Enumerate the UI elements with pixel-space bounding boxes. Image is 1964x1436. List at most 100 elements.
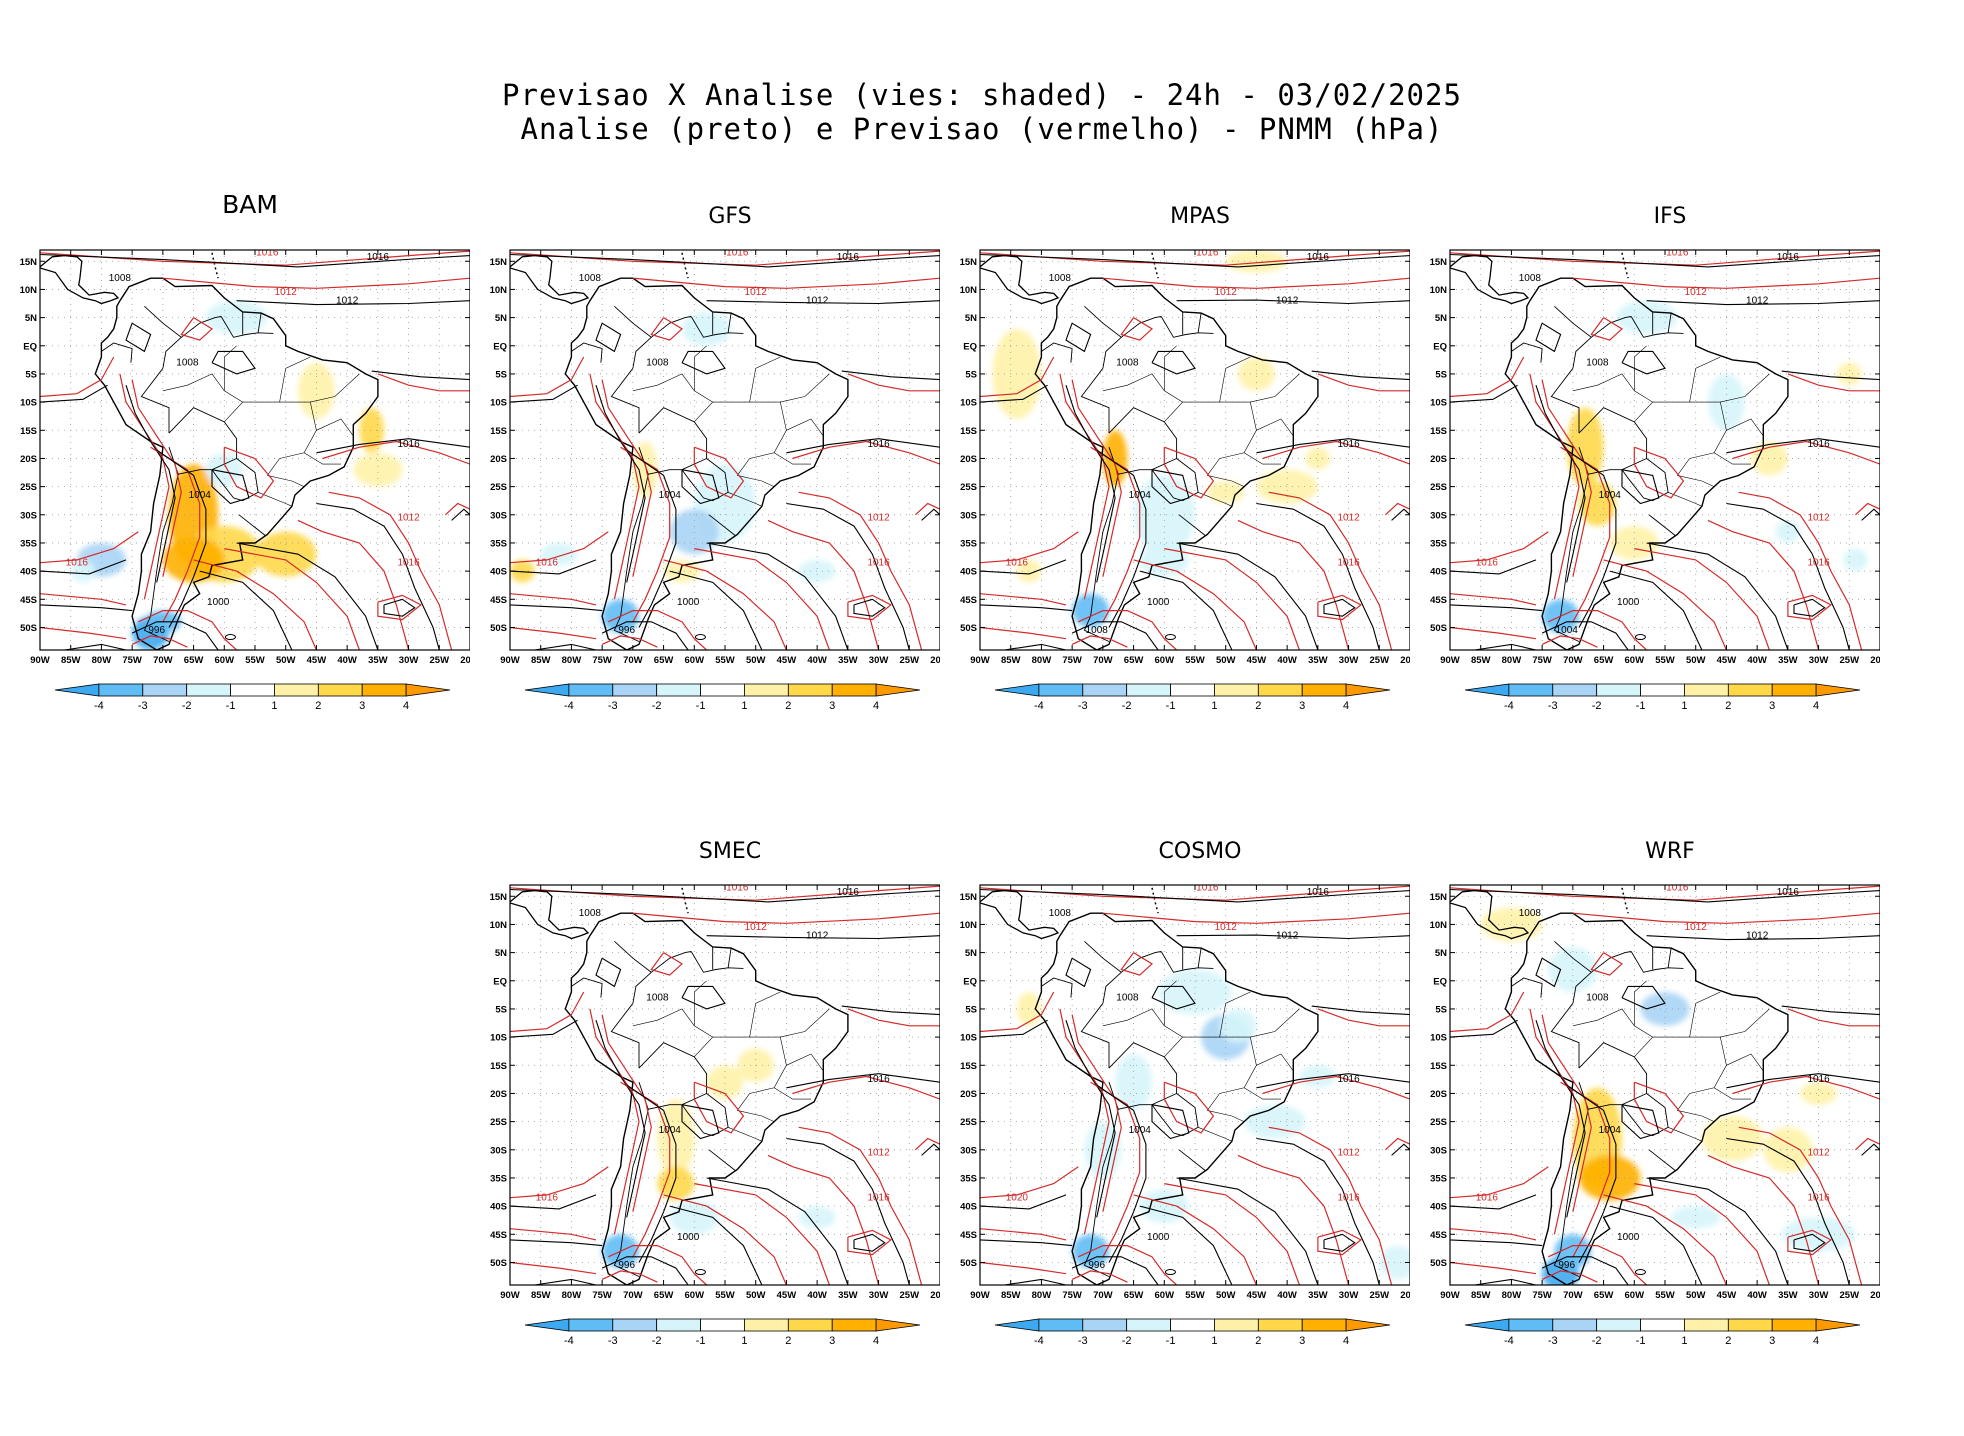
analysis-isobar: [510, 1019, 578, 1038]
analysis-isobar: [1096, 449, 1147, 628]
lat-label: 30S: [490, 1145, 507, 1156]
lon-label: 70W: [1093, 655, 1113, 666]
coastline-central-america: [980, 254, 1060, 305]
lon-label: 85W: [1471, 1290, 1491, 1301]
panel-map: 1016 1016 1012 1012 1008 1008 1016 1016 1012 1004…: [1430, 249, 1880, 712]
analysis-isobar: [669, 570, 763, 650]
lat-label: 50S: [960, 623, 977, 634]
isobar-label: 1016: [726, 248, 749, 259]
colorbar: -4 -3 -2 -1 1 2 3 4: [994, 1318, 1391, 1347]
bias-shade: [1781, 1217, 1856, 1252]
isobar-label: 996: [1558, 1260, 1575, 1271]
analysis-isobar: [510, 253, 940, 268]
forecast-isobar: [767, 519, 880, 650]
colorbar-label: 4: [1343, 700, 1349, 712]
forecast-isobar: [40, 356, 115, 398]
coastline-south-america: [1504, 912, 1789, 1285]
isobar-label: 1000: [677, 597, 700, 608]
analysis-isobar: [1139, 1205, 1233, 1285]
forecast-isobar: [980, 531, 1079, 564]
lon-label: 20W: [460, 655, 470, 666]
panel-title: GFS: [708, 204, 752, 229]
forecast-isobar: [1560, 446, 1611, 623]
forecast-isobar: [601, 1014, 652, 1212]
analysis-isobar: [1256, 1137, 1380, 1285]
analysis-isobar: [1781, 370, 1880, 381]
forecast-isobar: [980, 885, 1410, 901]
lon-label: 85W: [1001, 1290, 1021, 1301]
colorbar-label: -4: [564, 1335, 574, 1347]
analysis-isobar: [1726, 1073, 1880, 1089]
lon-label: 75W: [1062, 1290, 1082, 1301]
coastline-central-america: [980, 889, 1060, 940]
forecast-isobar: [1450, 626, 1537, 640]
lat-label: 20S: [1430, 1089, 1447, 1100]
isobar-label: 1012: [397, 512, 420, 523]
analysis-isobar: [786, 1073, 940, 1089]
analysis-isobar: [236, 300, 470, 306]
analysis-isobar: [980, 888, 1410, 903]
analysis-isobar: [1391, 1143, 1410, 1156]
analysis-isobar: [316, 502, 440, 650]
forecast-isobar: [1787, 594, 1833, 621]
forecast-isobar: [1059, 373, 1110, 600]
colorbar-label: -2: [652, 700, 662, 712]
isobar-label: 1008: [176, 357, 199, 368]
analysis-isobar: [601, 1256, 689, 1285]
colorbar-label: 2: [785, 1335, 791, 1347]
bias-shade: [1775, 520, 1801, 543]
coastline-south-america: [1034, 912, 1319, 1285]
lat-label: 40S: [960, 1202, 977, 1213]
forecast-isobar: [608, 1245, 708, 1285]
isobar-label: 1000: [1617, 597, 1640, 608]
forecast-isobar: [980, 1261, 1067, 1275]
lon-label: 80W: [1032, 655, 1052, 666]
analysis-isobar: [1726, 502, 1850, 650]
forecast-isobar: [601, 379, 652, 577]
isobar-label: 1012: [745, 922, 768, 933]
lon-label: 45W: [307, 655, 327, 666]
colorbar-label: -3: [138, 700, 148, 712]
colorbar-label: -1: [696, 700, 706, 712]
isobar-label: 1012: [1215, 922, 1238, 933]
colorbar-label: 1: [1211, 700, 1217, 712]
colorbar: -4 -3 -2 -1 1 2 3 4: [524, 1318, 921, 1347]
analysis-isobar: [980, 604, 1073, 612]
colorbar-label: 1: [741, 700, 747, 712]
forecast-isobar: [510, 1228, 597, 1241]
analysis-isobar: [786, 438, 940, 454]
isobar-label: 1004: [1129, 1125, 1152, 1136]
forecast-isobar: [1450, 593, 1537, 606]
lat-label: EQ: [1433, 976, 1447, 987]
isobar-label: 1004: [189, 490, 212, 501]
lat-label: 20S: [960, 1089, 977, 1100]
analysis-isobar: [40, 384, 108, 403]
colorbar-label: -4: [1034, 700, 1044, 712]
forecast-isobar: [1541, 379, 1592, 577]
lon-label: 65W: [654, 655, 674, 666]
analysis-isobar: [1450, 1194, 1537, 1210]
lon-label: 25W: [900, 1290, 920, 1301]
lat-label: 15S: [490, 426, 507, 437]
lat-label: 25S: [1430, 1117, 1447, 1128]
analysis-isobar: [510, 559, 597, 575]
isobar-label: 1008: [646, 992, 669, 1003]
lon-label: 35W: [838, 1290, 858, 1301]
analysis-isobar: [1861, 508, 1880, 521]
forecast-isobar: [1529, 1008, 1580, 1235]
colorbar-label: -1: [1636, 700, 1646, 712]
lat-label: 15N: [20, 257, 37, 268]
analysis-isobar: [1256, 438, 1410, 454]
analysis-isobar: [1566, 449, 1617, 628]
lat-label: EQ: [493, 341, 507, 352]
analysis-isobar: [383, 598, 416, 617]
isobar-label: 1012: [1337, 1147, 1360, 1158]
analysis-isobar: [1071, 621, 1159, 650]
analysis-isobar: [1566, 1084, 1617, 1263]
analysis-isobar: [681, 985, 726, 1010]
analysis-isobar: [786, 1137, 910, 1285]
bias-shade: [1615, 300, 1678, 335]
bias-shade: [798, 559, 836, 583]
forecast-isobar: [589, 1008, 640, 1235]
lon-label: 20W: [1400, 1290, 1410, 1301]
